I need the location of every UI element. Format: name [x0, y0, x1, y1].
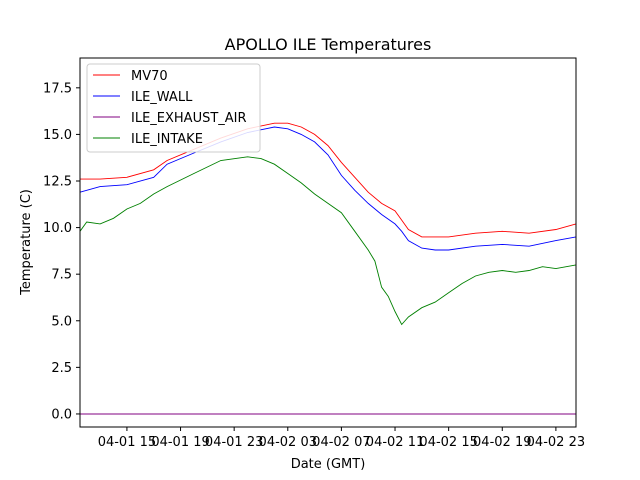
y-tick-label: 17.5 [43, 81, 72, 96]
series-layer [79, 122, 577, 415]
x-tick-label: 04-02 11 [366, 435, 424, 450]
series-line-ile-wall [79, 126, 577, 251]
y-tick-label: 12.5 [43, 175, 72, 190]
legend-label-ile-wall: ILE_WALL [131, 90, 193, 105]
x-tick-label: 04-01 19 [151, 435, 209, 450]
y-axis: 0.0 2.5 5.0 7.5 10.0 12.5 15.0 17.5 [43, 81, 80, 422]
legend-label-ile-exhaust-air: ILE_EXHAUST_AIR [131, 111, 247, 126]
x-tick-label: 04-02 15 [419, 435, 477, 450]
legend: MV70 ILE_WALL ILE_EXHAUST_AIR ILE_INTAKE [86, 63, 261, 153]
y-tick-label: 5.0 [51, 314, 72, 329]
x-tick-label: 04-01 15 [98, 435, 156, 450]
x-axis-title: Date (GMT) [291, 457, 366, 472]
x-tick-label: 04-02 19 [473, 435, 531, 450]
legend-box [86, 63, 261, 153]
legend-label-mv70: MV70 [131, 69, 168, 84]
series-line-mv70 [80, 122, 577, 238]
series-line-ile-intake [79, 156, 577, 326]
y-tick-label: 7.5 [51, 268, 72, 283]
y-tick-label: 15.0 [43, 128, 72, 143]
x-tick-label: 04-02 07 [312, 435, 370, 450]
y-tick-label: 2.5 [51, 361, 72, 376]
y-tick-label: 10.0 [43, 221, 72, 236]
y-tick-label: 0.0 [51, 407, 72, 422]
x-tick-label: 04-02 03 [259, 435, 317, 450]
x-tick-label: 04-02 23 [527, 435, 585, 450]
y-axis-title: Temperature (C) [19, 189, 34, 296]
legend-label-ile-intake: ILE_INTAKE [131, 132, 203, 147]
chart-title: APOLLO ILE Temperatures [225, 35, 432, 54]
x-tick-label: 04-01 23 [205, 435, 263, 450]
plot-frame [79, 57, 577, 428]
